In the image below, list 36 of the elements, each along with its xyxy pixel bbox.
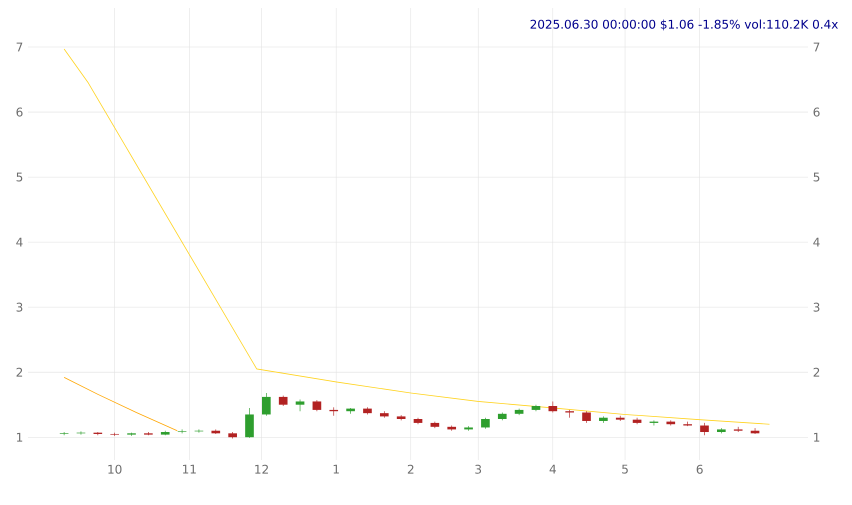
x-tick-label: 1 — [334, 464, 339, 474]
x-tick-label: 5 — [622, 464, 628, 474]
y2-tick-label: 7 — [814, 42, 820, 52]
y-tick-label: 5 — [16, 172, 22, 182]
candlestick — [650, 420, 658, 426]
y2-tick-label: 2 — [814, 368, 820, 377]
x-tick-label: 3 — [475, 464, 482, 474]
x-tick-label: 12 — [255, 464, 268, 474]
y2-tick-label: 5 — [814, 172, 820, 182]
line-series — [64, 48, 770, 425]
y2-tick-label: 1 — [814, 432, 820, 442]
candlestick — [278, 395, 288, 406]
candlestick — [262, 392, 271, 416]
y-tick-label: 2 — [16, 368, 22, 377]
y2-tick-label: 3 — [814, 302, 820, 312]
candlestick — [700, 422, 709, 436]
x-tick-label: 6 — [696, 464, 703, 474]
y-tick-label: 1 — [16, 432, 22, 442]
y-tick-label: 4 — [16, 238, 23, 246]
text: 2025.06.30 00:00:00 $1.06 -1.85% vol:110.2K 0.4x — [530, 19, 838, 30]
candlestick — [245, 408, 254, 438]
candlestick — [481, 417, 490, 430]
y-tick-label: 3 — [16, 302, 22, 312]
line-series — [64, 376, 178, 432]
x-tick-label: 2 — [408, 464, 414, 474]
candlestick — [582, 410, 591, 424]
candlestick — [548, 401, 558, 413]
y2-tick-label: 6 — [814, 108, 820, 117]
x-tick-label: 4 — [550, 464, 556, 474]
y2-tick-label: 4 — [813, 238, 820, 246]
y-tick-label: 7 — [16, 42, 22, 52]
candlestick — [312, 400, 322, 412]
y-tick-label: 6 — [16, 108, 23, 117]
x-tick-label: 11 — [182, 464, 196, 474]
candlestick — [296, 399, 304, 412]
x-tick-label: 10 — [108, 464, 122, 474]
